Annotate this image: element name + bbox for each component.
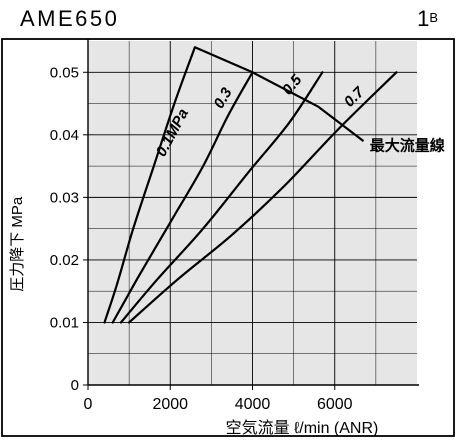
x-tick-label: 4000 (235, 396, 271, 413)
x-tick-label: 6000 (317, 396, 353, 413)
x-tick-label: 2000 (152, 396, 188, 413)
x-axis-label: 空気流量 ℓ/min (ANR) (226, 419, 379, 437)
size-number: 1 (417, 6, 430, 31)
x-tick-label: 0 (84, 396, 93, 413)
size-letter: B (429, 10, 438, 25)
y-axis-label: 圧力降下 MPa (9, 196, 26, 292)
y-tick-label: 0.05 (50, 64, 79, 81)
series-line-2 (119, 71, 324, 324)
series-line-0 (103, 46, 196, 324)
max-flow-label: 最大流量線 (370, 136, 445, 154)
axes: 0 0.01 0.02 0.03 0.04 0.05 0 2000 4000 6000 (50, 39, 419, 413)
model-title: AME650 (20, 6, 120, 31)
y-tick-label: 0.03 (50, 189, 79, 206)
series-line-1 (111, 71, 254, 324)
max-flow-line (194, 46, 365, 142)
y-tick-label: 0.04 (50, 127, 79, 144)
y-tick-label: 0.01 (50, 314, 79, 331)
y-tick-label: 0 (71, 377, 79, 394)
series-lines (103, 46, 398, 324)
series-line-3 (128, 71, 398, 324)
y-tick-label: 0.02 (50, 252, 79, 269)
size-indicator: 1B (417, 6, 438, 32)
